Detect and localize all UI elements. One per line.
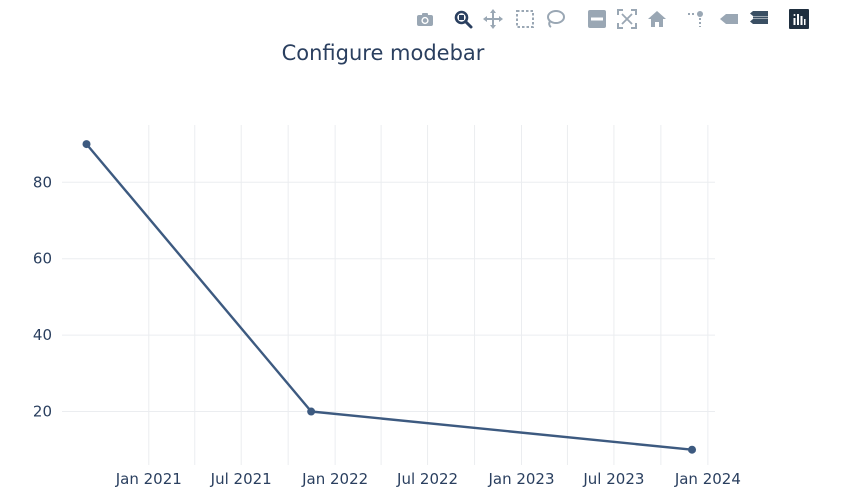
- x-tick-label: Jul 2023: [582, 470, 644, 488]
- pan-icon[interactable]: [482, 8, 504, 30]
- y-tick-label: 60: [33, 250, 52, 268]
- data-point[interactable]: [307, 407, 316, 416]
- plotly-logo-icon[interactable]: [788, 8, 810, 30]
- modebar: [0, 0, 848, 40]
- chart-title: Configure modebar: [282, 41, 485, 65]
- x-tick-label: Jan 2022: [301, 470, 368, 488]
- x-tick-label: Jan 2023: [487, 470, 554, 488]
- autoscale-icon[interactable]: [616, 8, 638, 30]
- x-axis-ticks: Jan 2021 Jul 2021 Jan 2022 Jul 2022 Jan 2023…: [115, 470, 741, 488]
- grid: [62, 125, 715, 465]
- zoom-out-icon[interactable]: [586, 8, 608, 30]
- camera-icon[interactable]: [414, 8, 436, 30]
- y-axis-ticks: 20 40 60 80: [33, 173, 52, 420]
- hover-compare-icon[interactable]: [748, 8, 770, 30]
- hover-closest-icon[interactable]: [718, 8, 740, 30]
- y-tick-label: 40: [33, 326, 52, 344]
- x-tick-label: Jan 2024: [674, 470, 741, 488]
- series-line: [85, 143, 693, 451]
- data-point[interactable]: [688, 445, 697, 454]
- y-tick-label: 80: [33, 173, 52, 191]
- x-tick-label: Jul 2022: [396, 470, 458, 488]
- spike-lines-icon[interactable]: [686, 8, 708, 30]
- data-points: [82, 140, 697, 454]
- box-select-icon[interactable]: [514, 8, 536, 30]
- lasso-select-icon[interactable]: [544, 8, 566, 30]
- series-line-layer: [85, 143, 693, 451]
- x-tick-label: Jul 2021: [210, 470, 272, 488]
- data-point[interactable]: [82, 140, 91, 149]
- zoom-icon[interactable]: [452, 8, 474, 30]
- x-tick-label: Jan 2021: [115, 470, 182, 488]
- y-tick-label: 20: [33, 403, 52, 421]
- home-icon[interactable]: [646, 8, 668, 30]
